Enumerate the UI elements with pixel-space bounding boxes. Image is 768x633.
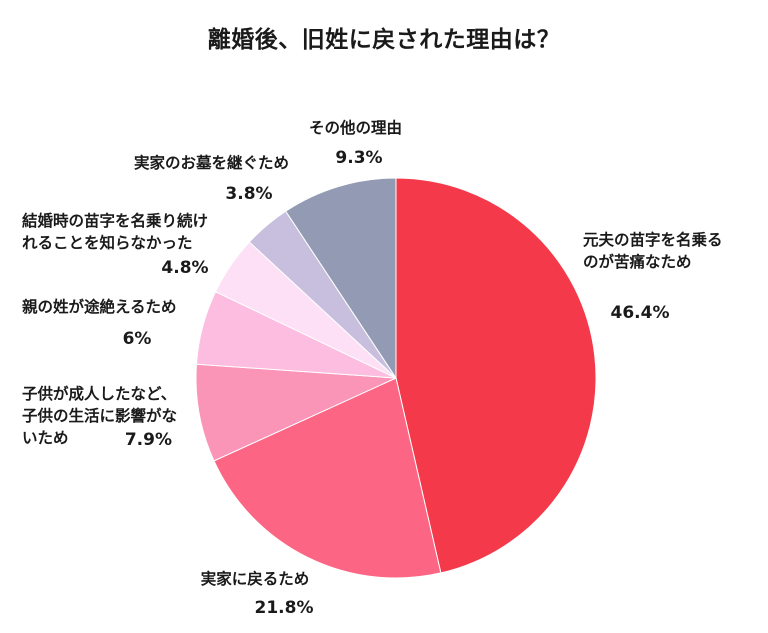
slice-value: 9.3% [335,148,382,168]
slice-label: その他の理由 [309,118,402,137]
pie-slice-2 [213,377,442,579]
slice-value: 46.4% [611,303,670,323]
pie-slices [195,177,597,579]
slice-label: 結婚時の苗字を名乗り続け [22,211,208,230]
slice-label: 実家のお墓を継ぐため [134,153,289,172]
slice-label: のが苦痛なため [583,252,692,271]
slice-label: 実家に戻るため [201,569,310,588]
slice-label: れることを知らなかった [22,233,193,252]
slice-label: 親の姓が途絶えるため [22,297,177,316]
slice-label: 子供の生活に影響がな [22,406,177,425]
chart-title: 離婚後、旧姓に戻された理由は？ [208,26,561,53]
slice-value: 6% [123,329,152,349]
slice-label: 子供が成人したなど、 [22,384,176,403]
pie-slice-3 [195,363,397,462]
slice-label: いため [22,429,69,447]
slice-value: 7.9% [125,430,172,450]
slice-value: 4.8% [161,258,208,278]
pie-slice-1 [395,177,597,574]
pie-slice-7 [284,177,397,380]
slice-value: 21.8% [255,598,314,618]
slice-value: 3.8% [225,184,272,204]
slice-label: 元夫の苗字を名乗る [583,230,723,249]
